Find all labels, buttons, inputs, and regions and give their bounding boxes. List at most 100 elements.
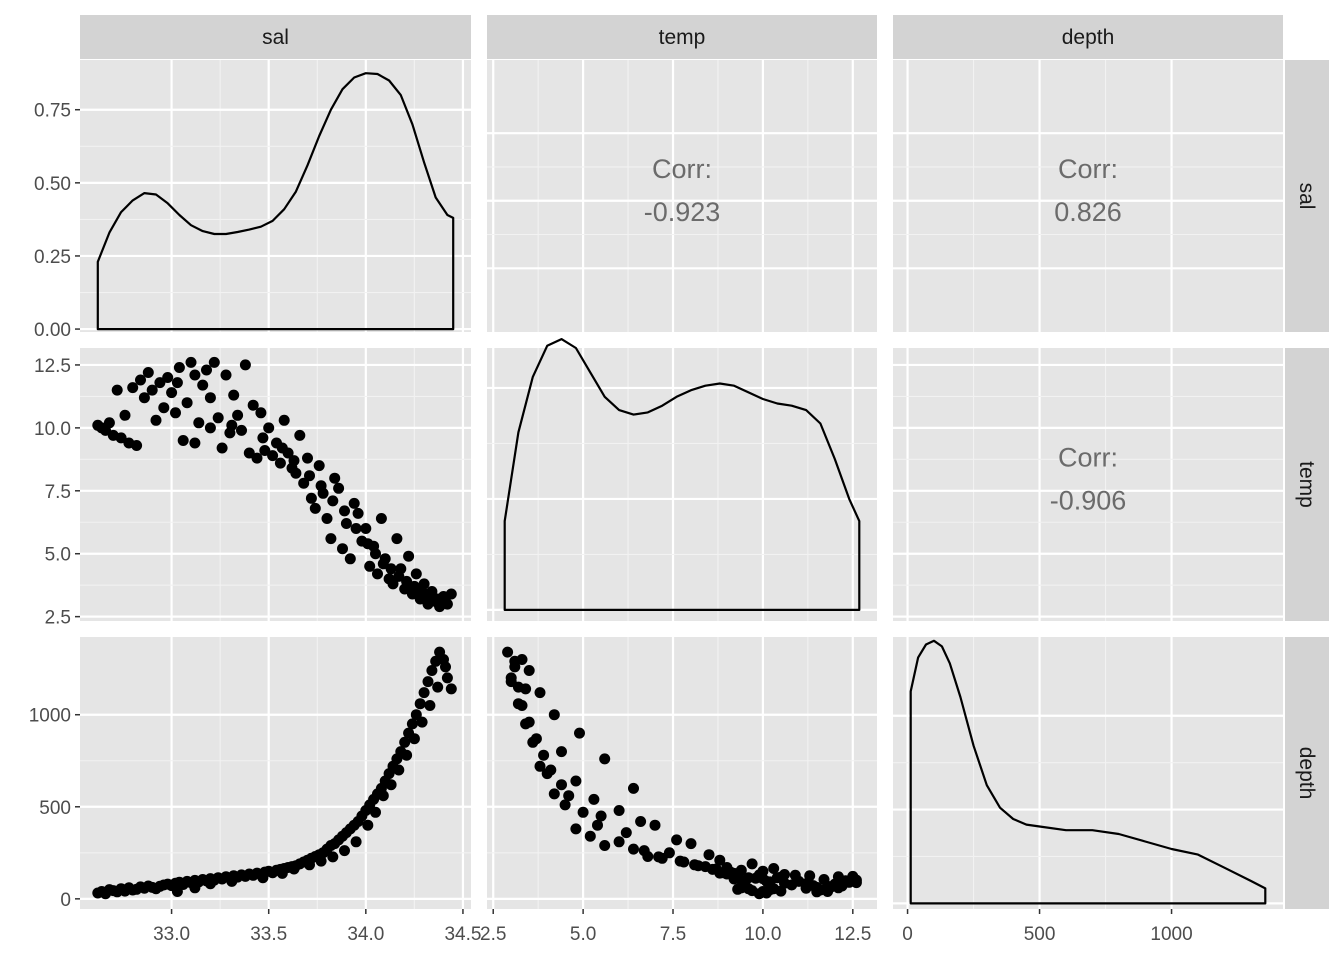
point-sal-depth bbox=[377, 790, 389, 802]
point-sal-depth bbox=[399, 736, 411, 748]
point-temp-depth bbox=[548, 788, 560, 800]
point-temp-depth bbox=[628, 843, 639, 855]
point-sal-temp bbox=[393, 570, 405, 582]
point-sal-temp bbox=[220, 369, 232, 381]
x-tick-label: 33.0 bbox=[153, 924, 190, 945]
point-temp-depth bbox=[516, 700, 528, 711]
point-temp-depth bbox=[505, 672, 517, 684]
point-sal-temp bbox=[257, 432, 269, 444]
point-sal-temp bbox=[212, 412, 224, 424]
x-tick-label: 33.5 bbox=[250, 924, 287, 945]
point-sal-depth bbox=[189, 882, 201, 894]
point-temp-depth bbox=[757, 865, 769, 877]
y-tick-label: 0.00 bbox=[34, 320, 71, 341]
point-temp-depth bbox=[570, 775, 582, 787]
point-sal-temp bbox=[232, 409, 244, 421]
point-sal-depth bbox=[257, 872, 269, 884]
point-sal-depth bbox=[424, 700, 436, 711]
point-temp-depth bbox=[538, 749, 550, 761]
point-temp-depth bbox=[545, 764, 557, 776]
y-tick-label: 0.25 bbox=[34, 247, 71, 268]
point-sal-temp bbox=[166, 387, 178, 399]
panel-temp-temp bbox=[487, 348, 877, 621]
point-sal-temp bbox=[352, 507, 364, 519]
point-temp-depth bbox=[574, 727, 585, 739]
point-temp-depth bbox=[743, 872, 754, 884]
point-temp-depth bbox=[671, 834, 683, 846]
point-sal-temp bbox=[403, 550, 415, 562]
point-sal-temp bbox=[127, 382, 139, 394]
point-sal-temp bbox=[350, 523, 362, 534]
corr-label-sal-temp: Corr: bbox=[652, 154, 712, 184]
point-temp-depth bbox=[703, 849, 715, 861]
y-tick-label: 1000 bbox=[29, 706, 71, 727]
point-temp-depth bbox=[599, 840, 611, 851]
point-temp-depth bbox=[620, 827, 632, 839]
point-sal-temp bbox=[197, 379, 209, 391]
point-sal-depth bbox=[315, 855, 327, 867]
point-sal-depth bbox=[370, 806, 381, 818]
x-tick-label: 2.5 bbox=[480, 924, 506, 945]
point-sal-temp bbox=[333, 482, 345, 494]
point-sal-temp bbox=[111, 384, 123, 396]
point-sal-temp bbox=[201, 364, 212, 376]
point-sal-temp bbox=[208, 356, 220, 368]
point-temp-depth bbox=[746, 858, 758, 870]
point-temp-depth bbox=[570, 823, 582, 835]
point-temp-depth bbox=[534, 760, 546, 772]
point-sal-temp bbox=[321, 513, 333, 524]
point-sal-depth bbox=[432, 681, 444, 693]
strip-top-label-sal: sal bbox=[262, 26, 289, 49]
point-temp-depth bbox=[714, 854, 726, 866]
point-sal-temp bbox=[348, 497, 360, 509]
point-sal-temp bbox=[162, 372, 174, 383]
y-tick-label: 2.5 bbox=[45, 608, 71, 629]
x-tick-label: 7.5 bbox=[660, 924, 686, 945]
point-temp-depth bbox=[512, 681, 524, 693]
point-temp-depth bbox=[530, 733, 542, 745]
x-tick-label: 500 bbox=[1024, 924, 1056, 945]
point-sal-depth bbox=[339, 845, 350, 857]
point-sal-temp bbox=[189, 369, 201, 381]
point-sal-temp bbox=[372, 568, 383, 580]
point-sal-temp bbox=[150, 414, 162, 426]
point-temp-depth bbox=[638, 845, 650, 857]
panel-depth-sal bbox=[80, 637, 471, 909]
point-sal-temp bbox=[302, 452, 313, 464]
point-sal-temp bbox=[247, 399, 259, 411]
point-sal-temp bbox=[362, 538, 374, 550]
point-sal-temp bbox=[251, 452, 263, 464]
point-temp-depth bbox=[595, 810, 607, 822]
point-sal-depth bbox=[288, 863, 300, 875]
point-sal-depth bbox=[327, 851, 339, 863]
point-sal-depth bbox=[204, 878, 216, 890]
point-sal-temp bbox=[115, 432, 127, 444]
point-sal-temp bbox=[236, 424, 247, 436]
point-sal-temp bbox=[329, 472, 341, 484]
strip-top-depth bbox=[893, 15, 1283, 59]
point-sal-temp bbox=[226, 419, 238, 431]
point-sal-temp bbox=[325, 533, 337, 545]
point-sal-temp bbox=[239, 359, 251, 371]
point-temp-depth bbox=[761, 875, 772, 887]
point-temp-depth bbox=[523, 665, 535, 676]
point-temp-depth bbox=[635, 816, 647, 827]
point-sal-temp bbox=[181, 397, 193, 409]
point-temp-depth bbox=[728, 867, 740, 879]
point-temp-depth bbox=[559, 799, 571, 811]
point-temp-depth bbox=[613, 805, 625, 816]
strip-right-label-temp: temp bbox=[1295, 461, 1318, 508]
point-temp-depth bbox=[584, 830, 596, 842]
point-temp-depth bbox=[523, 716, 535, 728]
x-tick-label: 5.0 bbox=[570, 924, 596, 945]
corr-label-temp-depth: Corr: bbox=[1058, 443, 1118, 473]
point-sal-depth bbox=[445, 683, 457, 695]
point-sal-depth bbox=[350, 836, 362, 848]
point-temp-depth bbox=[588, 793, 600, 805]
point-sal-depth bbox=[410, 709, 422, 721]
point-sal-temp bbox=[189, 437, 201, 449]
point-sal-depth bbox=[276, 867, 288, 879]
point-sal-depth bbox=[362, 819, 374, 831]
point-sal-temp bbox=[309, 502, 321, 514]
point-temp-depth bbox=[556, 746, 567, 758]
